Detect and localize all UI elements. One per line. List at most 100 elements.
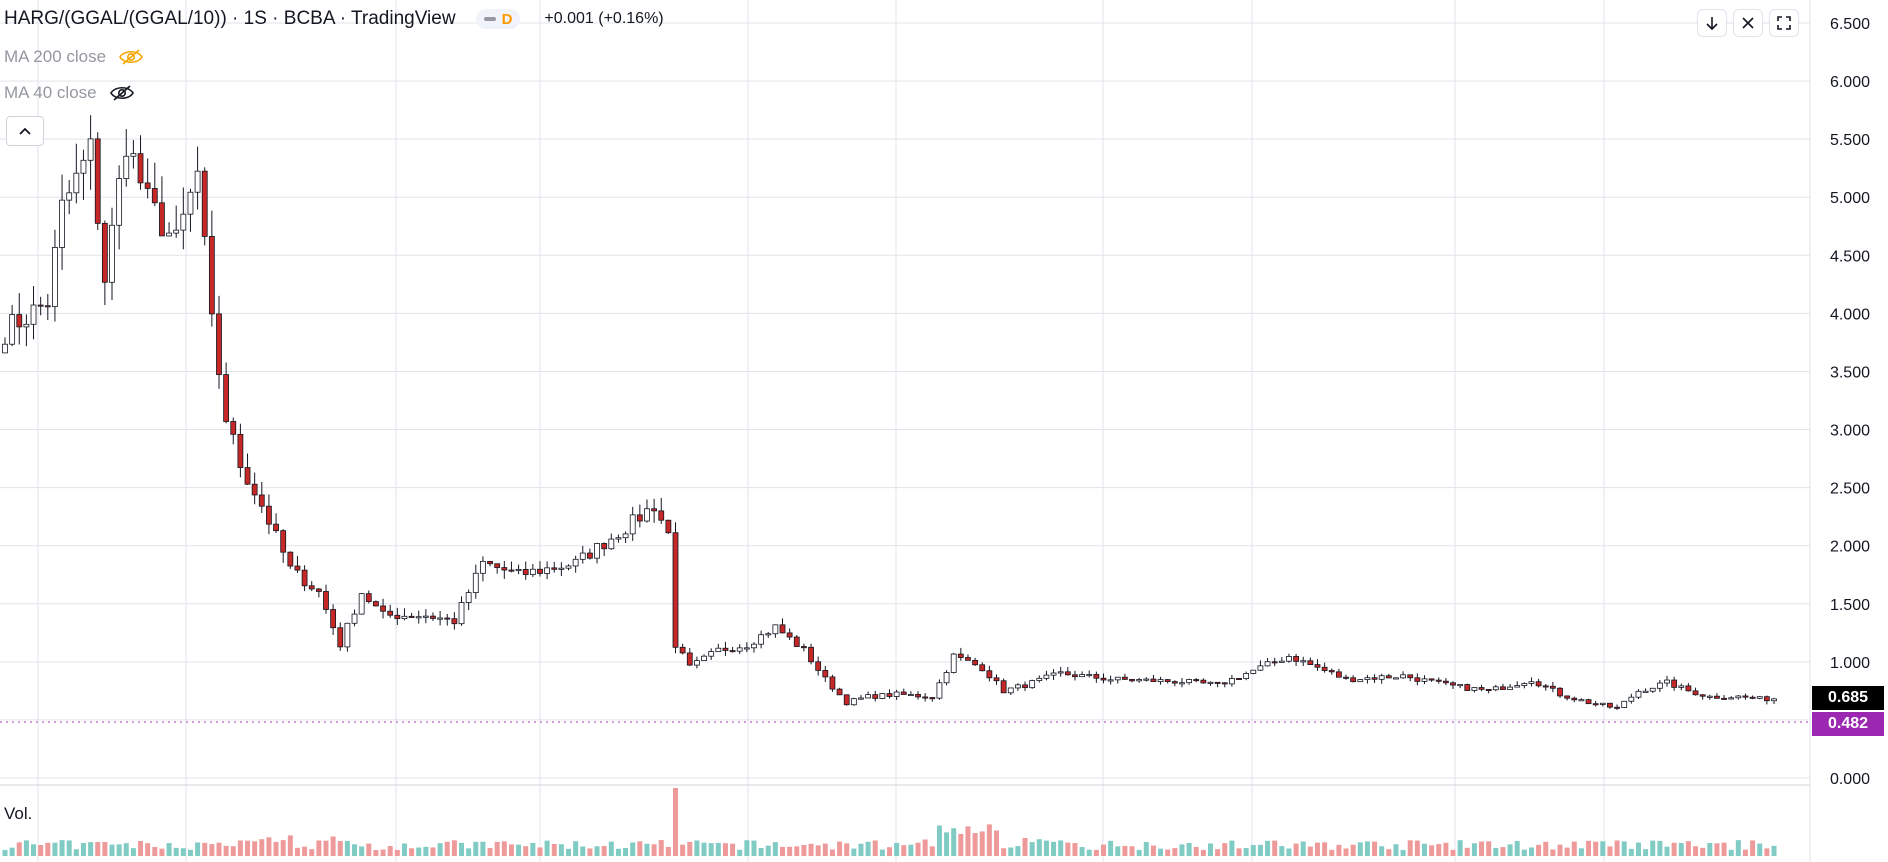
- candle: [1728, 696, 1735, 700]
- indicator-ma40[interactable]: MA 40 close: [4, 83, 135, 103]
- chart-toolbar: [1697, 9, 1799, 37]
- volume-bar: [829, 849, 835, 856]
- candle: [1364, 674, 1371, 684]
- candle: [365, 590, 372, 604]
- volume-bar: [187, 849, 193, 856]
- volume-bar: [280, 840, 286, 856]
- indicator-ma200[interactable]: MA 200 close: [4, 47, 144, 67]
- volume-bar: [1400, 849, 1406, 856]
- volume-bar: [979, 831, 985, 856]
- volume-bar: [1286, 848, 1292, 856]
- volume-bar: [1250, 844, 1256, 856]
- candle: [886, 689, 893, 699]
- candle: [59, 174, 65, 270]
- volume-bar: [380, 849, 386, 856]
- candle: [993, 674, 1000, 685]
- candle: [458, 596, 465, 626]
- volume-bar: [794, 846, 800, 856]
- candle: [1086, 670, 1093, 678]
- volume-bar: [772, 842, 778, 856]
- volume-bar: [401, 843, 407, 856]
- candle: [1335, 668, 1342, 678]
- volume-bar: [352, 844, 358, 856]
- candle: [1414, 673, 1421, 686]
- volume-bar: [1143, 841, 1149, 856]
- volume-bar: [1650, 840, 1656, 856]
- candle: [1614, 704, 1620, 710]
- close-button[interactable]: [1733, 9, 1763, 37]
- volume-bar: [116, 844, 122, 856]
- candle: [1706, 694, 1713, 700]
- candle: [1507, 684, 1513, 690]
- candle: [979, 662, 986, 672]
- price-axis[interactable]: 0.0000.5001.0001.5002.0002.5003.0003.500…: [1830, 16, 1870, 788]
- volume-bar: [1336, 844, 1342, 856]
- candle-series: [2, 115, 1777, 710]
- candle: [101, 220, 108, 305]
- candle: [972, 657, 978, 666]
- eye-hidden-icon[interactable]: [118, 48, 144, 66]
- candle: [551, 561, 558, 573]
- candle: [1343, 674, 1349, 680]
- volume-bar: [1685, 841, 1691, 856]
- candle: [601, 542, 608, 557]
- candle: [1664, 675, 1670, 687]
- volume-bar: [822, 843, 828, 856]
- volume-bar: [73, 849, 79, 856]
- volume-bar: [808, 843, 814, 856]
- volume-bar: [1329, 849, 1335, 856]
- volume-bar: [1621, 841, 1627, 856]
- candle: [1500, 683, 1506, 690]
- candle: [301, 565, 308, 592]
- volume-bar: [1272, 840, 1278, 856]
- candle: [1243, 671, 1250, 681]
- volume-bar: [473, 841, 479, 856]
- symbol-title[interactable]: HARG/(GGAL/(GGAL/10)) · 1S · BCBA · Trad…: [4, 8, 456, 29]
- volume-bar: [1436, 844, 1442, 856]
- candle: [865, 691, 871, 699]
- volume-bar: [230, 846, 236, 856]
- candle: [622, 531, 629, 543]
- candle: [843, 694, 850, 706]
- candle: [408, 612, 415, 618]
- volume-bar: [216, 842, 222, 856]
- volume-bar: [1350, 844, 1356, 856]
- eye-hidden-icon[interactable]: [109, 84, 135, 102]
- candle: [266, 494, 272, 535]
- candle: [1328, 668, 1335, 675]
- candle: [116, 165, 123, 250]
- volume-bar: [102, 841, 108, 856]
- volume-bar: [237, 840, 243, 856]
- download-button[interactable]: [1697, 9, 1727, 37]
- candle: [394, 607, 401, 625]
- candle: [351, 609, 358, 627]
- candle: [936, 679, 943, 700]
- volume-bar: [815, 845, 821, 856]
- volume-bar: [1158, 848, 1164, 856]
- fullscreen-button[interactable]: [1769, 9, 1799, 37]
- volume-bar: [180, 848, 186, 856]
- volume-bar: [516, 844, 522, 856]
- collapse-legend-button[interactable]: [6, 116, 44, 146]
- volume-bar: [1564, 847, 1570, 856]
- volume-bar: [1086, 849, 1092, 856]
- candle: [444, 613, 451, 626]
- candle: [922, 693, 929, 702]
- candle: [1000, 678, 1007, 694]
- volume-bar: [715, 842, 721, 856]
- candle: [1557, 687, 1563, 698]
- candle: [387, 604, 394, 618]
- candle: [187, 188, 194, 232]
- candle: [786, 628, 793, 641]
- candle: [130, 140, 137, 169]
- volume-label: Vol.: [4, 804, 33, 823]
- volume-bar: [915, 842, 921, 856]
- candle: [858, 694, 864, 700]
- candle: [1378, 673, 1385, 684]
- interval-badge[interactable]: D: [475, 9, 521, 29]
- candle: [415, 610, 422, 624]
- candle: [793, 635, 800, 648]
- volume-bar: [437, 843, 443, 856]
- candle: [1756, 696, 1763, 700]
